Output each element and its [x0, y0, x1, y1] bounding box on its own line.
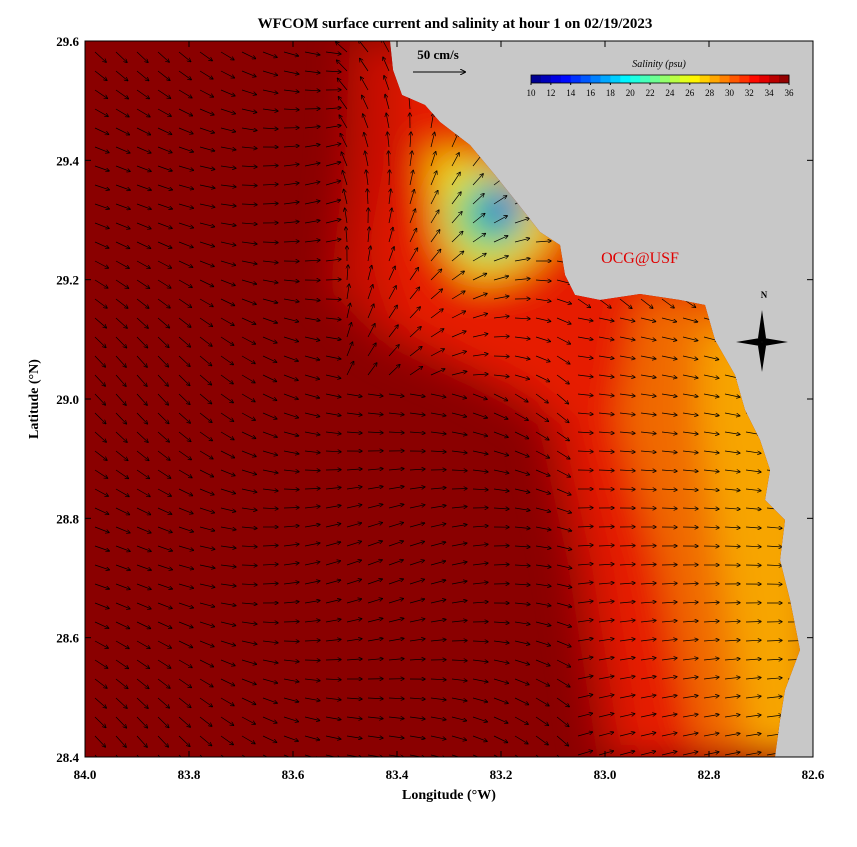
colorbar-cell — [749, 75, 759, 83]
current-arrow — [305, 660, 320, 661]
colorbar-tick-label: 36 — [785, 88, 795, 98]
x-tick-label: 83.2 — [490, 767, 513, 782]
current-arrow — [284, 641, 299, 642]
colorbar-cell — [600, 75, 610, 83]
colorbar-tick-label: 32 — [745, 88, 754, 98]
y-tick-label: 28.4 — [56, 750, 79, 765]
colorbar-cell — [551, 75, 561, 83]
x-tick-label: 83.4 — [386, 767, 409, 782]
current-arrow — [452, 641, 467, 642]
y-tick-label: 29.4 — [56, 153, 79, 168]
colorbar-tick-label: 28 — [705, 88, 715, 98]
colorbar-tick-label: 20 — [626, 88, 636, 98]
current-arrow — [326, 660, 341, 661]
colorbar-cell — [690, 75, 700, 83]
x-tick-label: 84.0 — [74, 767, 97, 782]
colorbar-cell — [769, 75, 779, 83]
colorbar-cell — [561, 75, 571, 83]
credit: OCG@USF — [601, 250, 679, 267]
x-tick-label: 82.6 — [802, 767, 825, 782]
colorbar-tick-label: 10 — [527, 88, 537, 98]
colorbar-tick-label: 12 — [546, 88, 555, 98]
colorbar-cell — [571, 75, 581, 83]
colorbar-cell — [630, 75, 640, 83]
colorbar-cell — [710, 75, 720, 83]
colorbar-cell — [700, 75, 710, 83]
colorbar-cell — [581, 75, 591, 83]
colorbar-tick-label: 16 — [586, 88, 596, 98]
x-tick-label: 83.0 — [594, 767, 617, 782]
y-tick-label: 29.6 — [56, 34, 79, 49]
current-arrow — [263, 166, 278, 167]
colorbar-cell — [729, 75, 739, 83]
y-tick-label: 28.6 — [56, 631, 79, 646]
colorbar-tick-label: 24 — [665, 88, 675, 98]
colorbar-cell — [610, 75, 620, 83]
colorbar-title: Salinity (psu) — [632, 59, 686, 70]
current-arrow — [620, 546, 635, 547]
colorbar-tick-label: 14 — [566, 88, 576, 98]
current-arrow — [326, 299, 341, 300]
title: WFCOM surface current and salinity at ho… — [258, 16, 653, 32]
y-axis-label: Latitude (°N) — [27, 359, 42, 439]
north-label: N — [761, 290, 768, 300]
x-axis-label: Longitude (°W) — [402, 788, 496, 803]
colorbar-cell — [640, 75, 650, 83]
colorbar-cell — [670, 75, 680, 83]
current-arrow — [284, 508, 299, 509]
colorbar-cell — [620, 75, 630, 83]
colorbar-cell — [759, 75, 769, 83]
x-tick-label: 83.8 — [178, 767, 201, 782]
current-arrow — [452, 489, 467, 490]
colorbar-cell — [650, 75, 660, 83]
current-arrow — [683, 584, 698, 585]
colorbar-tick-label: 26 — [685, 88, 695, 98]
x-tick-label: 83.6 — [282, 767, 305, 782]
colorbar-tick-label: 34 — [765, 88, 775, 98]
colorbar-cell — [779, 75, 789, 83]
colorbar-tick-label: 18 — [606, 88, 616, 98]
current-arrow — [494, 356, 509, 357]
current-arrow — [389, 151, 390, 166]
y-tick-label: 29.2 — [56, 273, 79, 288]
colorbar-tick-label: 22 — [646, 88, 655, 98]
current-arrow — [284, 622, 299, 623]
colorbar-cell — [660, 75, 670, 83]
scale-label: 50 cm/s — [417, 47, 459, 62]
colorbar-cell — [680, 75, 690, 83]
colorbar-cell — [739, 75, 749, 83]
current-arrow — [725, 546, 740, 547]
x-tick-label: 82.8 — [698, 767, 721, 782]
colorbar-cell — [591, 75, 601, 83]
colorbar-cell — [541, 75, 551, 83]
colorbar-cell — [531, 75, 541, 83]
y-tick-label: 28.8 — [56, 511, 79, 526]
current-arrow — [746, 622, 761, 623]
colorbar-tick-label: 30 — [725, 88, 735, 98]
y-tick-label: 29.0 — [56, 392, 79, 407]
colorbar-cell — [720, 75, 730, 83]
